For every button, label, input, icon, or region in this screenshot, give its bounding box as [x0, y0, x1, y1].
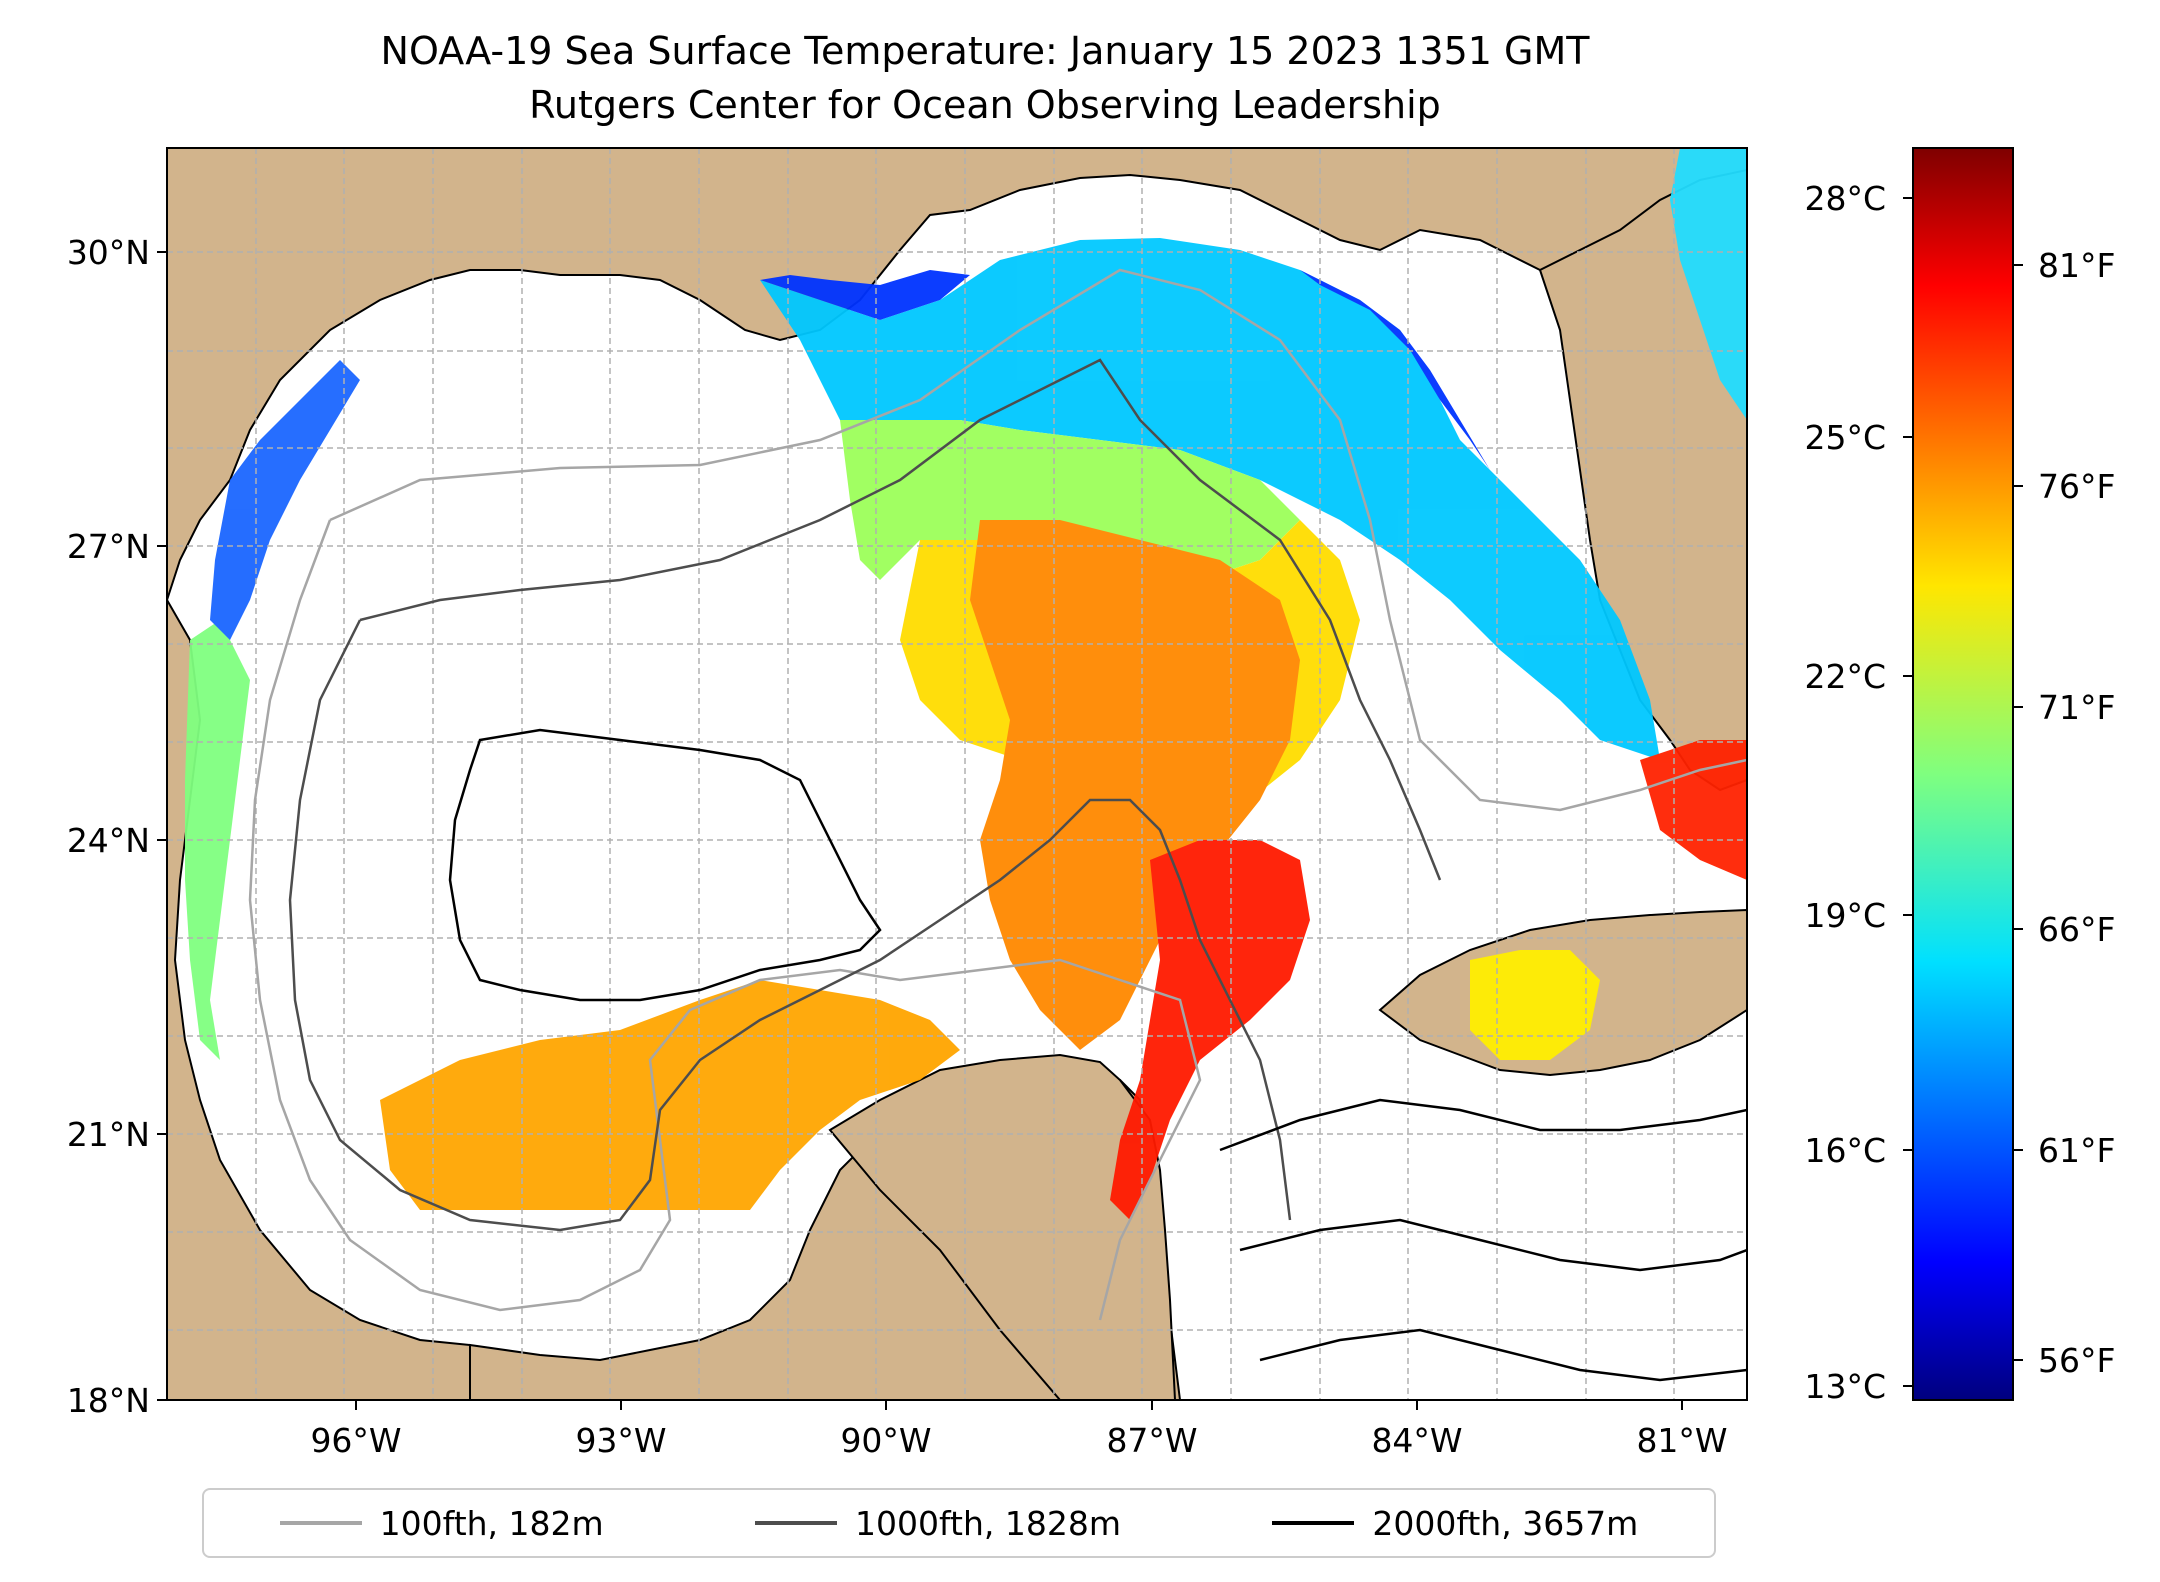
colorbar-f-76: 76°F — [2038, 467, 2115, 506]
colorbar-c-13: 13°C — [1804, 1367, 1886, 1406]
yucatan-land — [828, 1053, 1177, 1400]
colorbar-c-19: 19°C — [1804, 896, 1886, 935]
sst-campeche-orange — [380, 980, 960, 1210]
sst-yucatan-current-red — [1110, 840, 1310, 1220]
lon-label-96w: 96°W — [310, 1421, 401, 1460]
legend-item-1000fth: 1000fth, 1828m — [755, 1504, 1121, 1543]
sst-florida-straits-red — [1640, 740, 1747, 880]
isobath-2000fth — [448, 728, 1747, 1382]
sst-northern-shelf-cool — [760, 238, 1660, 760]
colorbar-f-71: 71°F — [2038, 688, 2115, 727]
lon-label-93w: 93°W — [575, 1421, 666, 1460]
lat-label-18n: 18°N — [67, 1381, 150, 1420]
isobath-100fth — [248, 268, 1747, 1321]
lon-label-81w: 81°W — [1636, 1421, 1727, 1460]
legend-swatch-1000fth — [755, 1521, 838, 1525]
colorbar-c-25: 25°C — [1804, 418, 1886, 457]
lat-label-27n: 27°N — [67, 527, 150, 566]
colorbar-c-28: 28°C — [1804, 179, 1886, 218]
legend-item-2000fth: 2000fth, 3657m — [1272, 1504, 1638, 1543]
lat-label-24n: 24°N — [67, 821, 150, 860]
sst-coastal-cold — [760, 270, 970, 320]
colorbar-f-81: 81°F — [2038, 246, 2115, 285]
lon-label-90w: 90°W — [840, 1421, 931, 1460]
map-grid — [167, 148, 1747, 1400]
sst-cuba-north-yellow — [1470, 950, 1600, 1060]
map-frame — [166, 147, 1748, 1401]
colorbar-gradient — [1912, 147, 2014, 1401]
lat-label-21n: 21°N — [67, 1115, 150, 1154]
lon-label-84w: 84°W — [1371, 1421, 1462, 1460]
colorbar-f-56: 56°F — [2038, 1341, 2115, 1380]
land — [167, 148, 1747, 1400]
map-title: NOAA-19 Sea Surface Temperature: January… — [380, 29, 1590, 73]
isobath-legend: 100fth, 182m 1000fth, 1828m 2000fth, 365… — [202, 1488, 1716, 1558]
lat-tick-marks — [157, 251, 167, 1401]
sst-loop-current-orange — [970, 520, 1300, 1050]
isobath-1000fth — [288, 358, 1442, 1232]
colorbar-f-66: 66°F — [2038, 910, 2115, 949]
colorbar-c-16: 16°C — [1804, 1131, 1886, 1170]
map-subtitle: Rutgers Center for Ocean Observing Leade… — [529, 83, 1441, 127]
legend-swatch-100fth — [279, 1521, 362, 1525]
legend-label-1000fth: 1000fth, 1828m — [855, 1503, 1121, 1543]
sst-east-florida-cyan — [1670, 148, 1747, 420]
map-plot-area — [167, 148, 1747, 1400]
sst-texas-shelf-blue — [210, 360, 360, 640]
legend-label-100fth: 100fth, 182m — [379, 1503, 604, 1543]
sst-data — [185, 148, 1747, 1220]
legend-item-100fth: 100fth, 182m — [279, 1503, 604, 1543]
colorbar-f-61: 61°F — [2038, 1131, 2115, 1170]
colorbar: 28°C 25°C 22°C 19°C 16°C 13°C 81°F 76°F … — [1804, 147, 2115, 1406]
lat-label-30n: 30°N — [67, 233, 150, 272]
legend-label-2000fth: 2000fth, 3657m — [1372, 1503, 1639, 1543]
lon-label-87w: 87°W — [1106, 1421, 1197, 1460]
legend-swatch-2000fth — [1272, 1521, 1355, 1525]
colorbar-c-22: 22°C — [1804, 657, 1886, 696]
isobaths — [248, 268, 1747, 1382]
lon-tick-marks — [355, 1400, 1683, 1410]
